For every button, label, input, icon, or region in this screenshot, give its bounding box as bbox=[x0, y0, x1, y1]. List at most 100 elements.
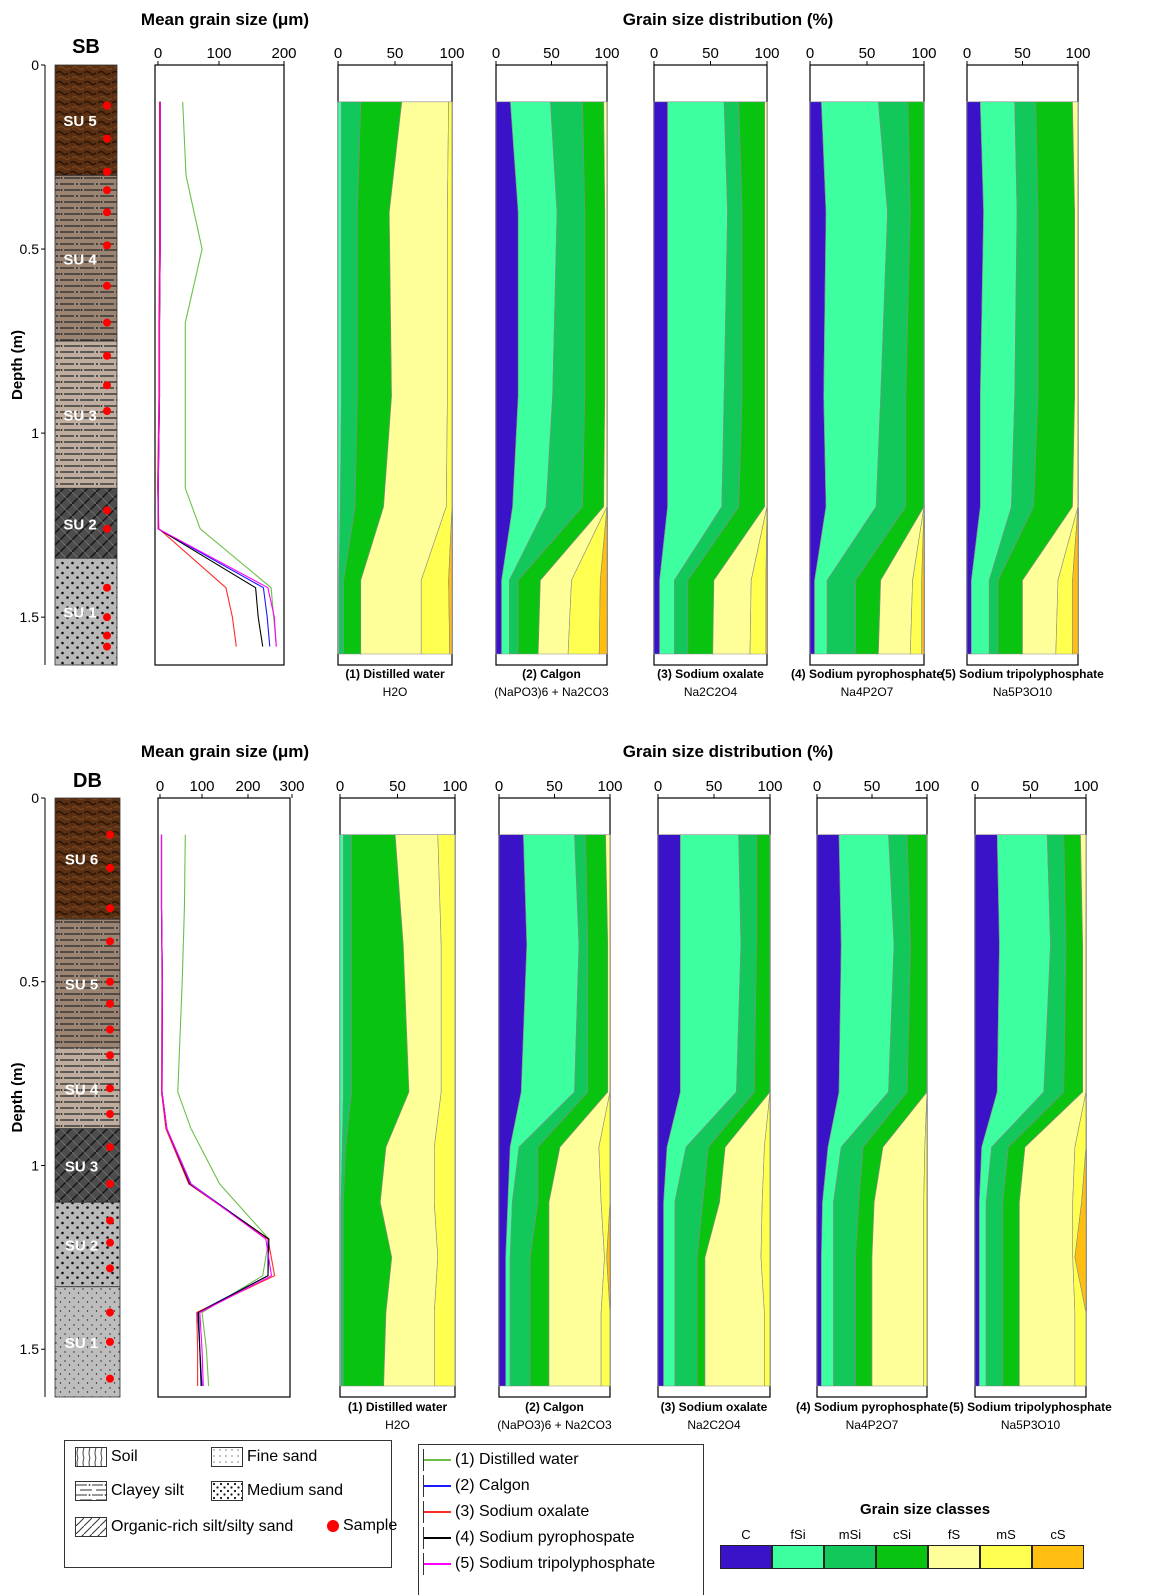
sample-marker bbox=[103, 101, 111, 110]
dist-tick-label: 0 bbox=[495, 778, 503, 795]
depth-tick-label: 1.5 bbox=[20, 609, 40, 625]
legend-line-calgon-label: (2) Calgon bbox=[455, 1477, 530, 1494]
organic-swatch bbox=[75, 1517, 107, 1537]
legend-soil: Soil bbox=[75, 1447, 138, 1467]
sample-marker bbox=[106, 999, 114, 1008]
grain-class-swatch-cS bbox=[1032, 1545, 1084, 1569]
dist-tick-label: 100 bbox=[757, 778, 782, 795]
soil-swatch bbox=[75, 1447, 107, 1467]
medium-sand-swatch bbox=[211, 1481, 243, 1501]
line-tripoly-swatch bbox=[423, 1553, 451, 1575]
depth-tick-label: 0.5 bbox=[20, 241, 40, 257]
sample-marker bbox=[103, 642, 111, 651]
sample-marker bbox=[106, 977, 114, 986]
mean-series-line bbox=[160, 834, 273, 1387]
legend-line-pyro-label: (4) Sodium pyrophospate bbox=[455, 1529, 635, 1546]
strat-unit-su2 bbox=[54, 487, 118, 559]
dist-tick-label: 100 bbox=[911, 45, 936, 62]
legend-line-tripoly-label: (5) Sodium tripolyphosphate bbox=[455, 1555, 656, 1572]
treatment-formula: Na2C2O4 bbox=[684, 685, 738, 699]
line-oxalate-swatch bbox=[423, 1501, 451, 1523]
distribution-plot-2: 0 50 100 (2) Calgon (NaPO3)6 + Na2CO3 bbox=[492, 45, 620, 699]
sample-marker bbox=[106, 1216, 114, 1225]
dist-tick-label: 100 bbox=[442, 778, 467, 795]
dist-tick-label: 50 bbox=[706, 778, 723, 795]
treatment-name: (3) Sodium oxalate bbox=[661, 1400, 768, 1414]
treatment-name: (4) Sodium pyrophosphate bbox=[796, 1400, 948, 1414]
grain-class-swatch-mSi bbox=[824, 1545, 876, 1569]
sample-marker bbox=[103, 351, 111, 360]
site-label: SB bbox=[72, 36, 100, 58]
mean-tick-label: 200 bbox=[271, 45, 296, 62]
distribution-plot-3: 0 50 100 (3) Sodium oxalate Na2C2O4 bbox=[654, 778, 783, 1432]
dist-tick-label: 50 bbox=[389, 778, 406, 795]
sample-marker bbox=[106, 937, 114, 946]
strat-unit-label: SU 1 bbox=[63, 605, 96, 622]
sample-marker bbox=[103, 318, 111, 327]
distribution-plot-3: 0 50 100 (3) Sodium oxalate Na2C2O4 bbox=[650, 45, 780, 699]
legend-sample: Sample bbox=[327, 1517, 397, 1535]
depth-axis-label: Depth (m) bbox=[9, 330, 26, 400]
treatment-formula: Na2C2O4 bbox=[687, 1418, 741, 1432]
dist-tick-label: 0 bbox=[650, 45, 658, 62]
distribution-plot-4: 0 50 100 (4) Sodium pyrophosphate Na4P2O7 bbox=[791, 45, 943, 699]
dist-tick-label: 50 bbox=[702, 45, 719, 62]
treatment-formula: (NaPO3)6 + Na2CO3 bbox=[494, 685, 609, 699]
strat-unit-su3 bbox=[54, 1128, 121, 1203]
grain-class-label-fSi: fSi bbox=[790, 1527, 806, 1542]
fine-sand-swatch bbox=[211, 1447, 243, 1467]
distribution-plot-5: 0 50 100 (5) Sodium tripolyphosphate Na5P3O1… bbox=[949, 778, 1112, 1432]
grain-class-swatch-fS bbox=[928, 1545, 980, 1569]
legend-line-calgon: (2) Calgon bbox=[423, 1475, 530, 1497]
grain-class-label-cS: cS bbox=[1050, 1527, 1066, 1542]
site-label: DB bbox=[73, 770, 102, 792]
legend-line-pyro: (4) Sodium pyrophospate bbox=[423, 1527, 635, 1549]
panel-db: Mean grain size (μm) Grain size distribut… bbox=[9, 742, 1112, 1432]
treatment-line-legend: (1) Distilled water (2) Calgon (3) Sodiu… bbox=[418, 1444, 704, 1595]
depth-tick-label: 1 bbox=[31, 1157, 39, 1173]
treatment-name: (1) Distilled water bbox=[348, 1400, 448, 1414]
band-cS bbox=[448, 101, 453, 655]
treatment-formula: (NaPO3)6 + Na2CO3 bbox=[497, 1418, 612, 1432]
sample-marker bbox=[103, 407, 111, 416]
strat-unit-label: SU 4 bbox=[65, 1081, 99, 1098]
band-cS bbox=[765, 101, 768, 655]
sample-marker bbox=[106, 1143, 114, 1152]
lithology-legend: Soil Fine sand Clayey silt Medium sand O… bbox=[64, 1440, 397, 1568]
treatment-formula: Na5P3O10 bbox=[993, 685, 1053, 699]
dist-tick-label: 50 bbox=[864, 778, 881, 795]
band-cS bbox=[1074, 834, 1087, 1386]
grain-class-label-cSi: cSi bbox=[892, 1527, 912, 1542]
mean-series-line bbox=[177, 834, 270, 1387]
sample-marker bbox=[106, 1238, 114, 1247]
sample-marker bbox=[106, 1337, 114, 1346]
depth-tick-label: 1 bbox=[31, 425, 39, 441]
mean-tick-label: 300 bbox=[279, 778, 304, 795]
legend-clayey-silt: Clayey silt bbox=[75, 1481, 184, 1501]
dist-tick-label: 50 bbox=[543, 45, 560, 62]
distribution-title: Grain size distribution (%) bbox=[623, 742, 834, 761]
legend-fine-sand-label: Fine sand bbox=[247, 1448, 318, 1465]
dist-tick-label: 0 bbox=[806, 45, 814, 62]
legend-clayey-silt-label: Clayey silt bbox=[111, 1482, 184, 1499]
distribution-plot-1: 0 50 100 (1) Distilled water H2O bbox=[336, 778, 468, 1432]
depth-tick-label: 0.5 bbox=[20, 974, 40, 990]
mean-grain-title: Mean grain size (μm) bbox=[141, 10, 309, 29]
treatment-name: (2) Calgon bbox=[525, 1400, 584, 1414]
band-cS bbox=[598, 101, 608, 655]
strat-unit-label: SU 3 bbox=[63, 408, 96, 425]
dist-tick-label: 0 bbox=[492, 45, 500, 62]
distribution-plot-2: 0 50 100 (2) Calgon (NaPO3)6 + Na2CO3 bbox=[495, 778, 623, 1432]
sample-marker bbox=[103, 208, 111, 217]
sample-dot-icon bbox=[327, 1520, 339, 1532]
sample-marker bbox=[103, 134, 111, 143]
grain-class-swatch-mS bbox=[980, 1545, 1032, 1569]
grain-class-label-mS: mS bbox=[996, 1527, 1016, 1542]
treatment-name: (5) Sodium tripolyphosphate bbox=[949, 1400, 1112, 1414]
grain-class-swatch-cSi bbox=[876, 1545, 928, 1569]
grain-class-label-mSi: mSi bbox=[838, 1527, 862, 1542]
mean-series-line bbox=[157, 101, 237, 647]
sample-marker bbox=[103, 281, 111, 290]
sample-marker bbox=[106, 1374, 114, 1383]
